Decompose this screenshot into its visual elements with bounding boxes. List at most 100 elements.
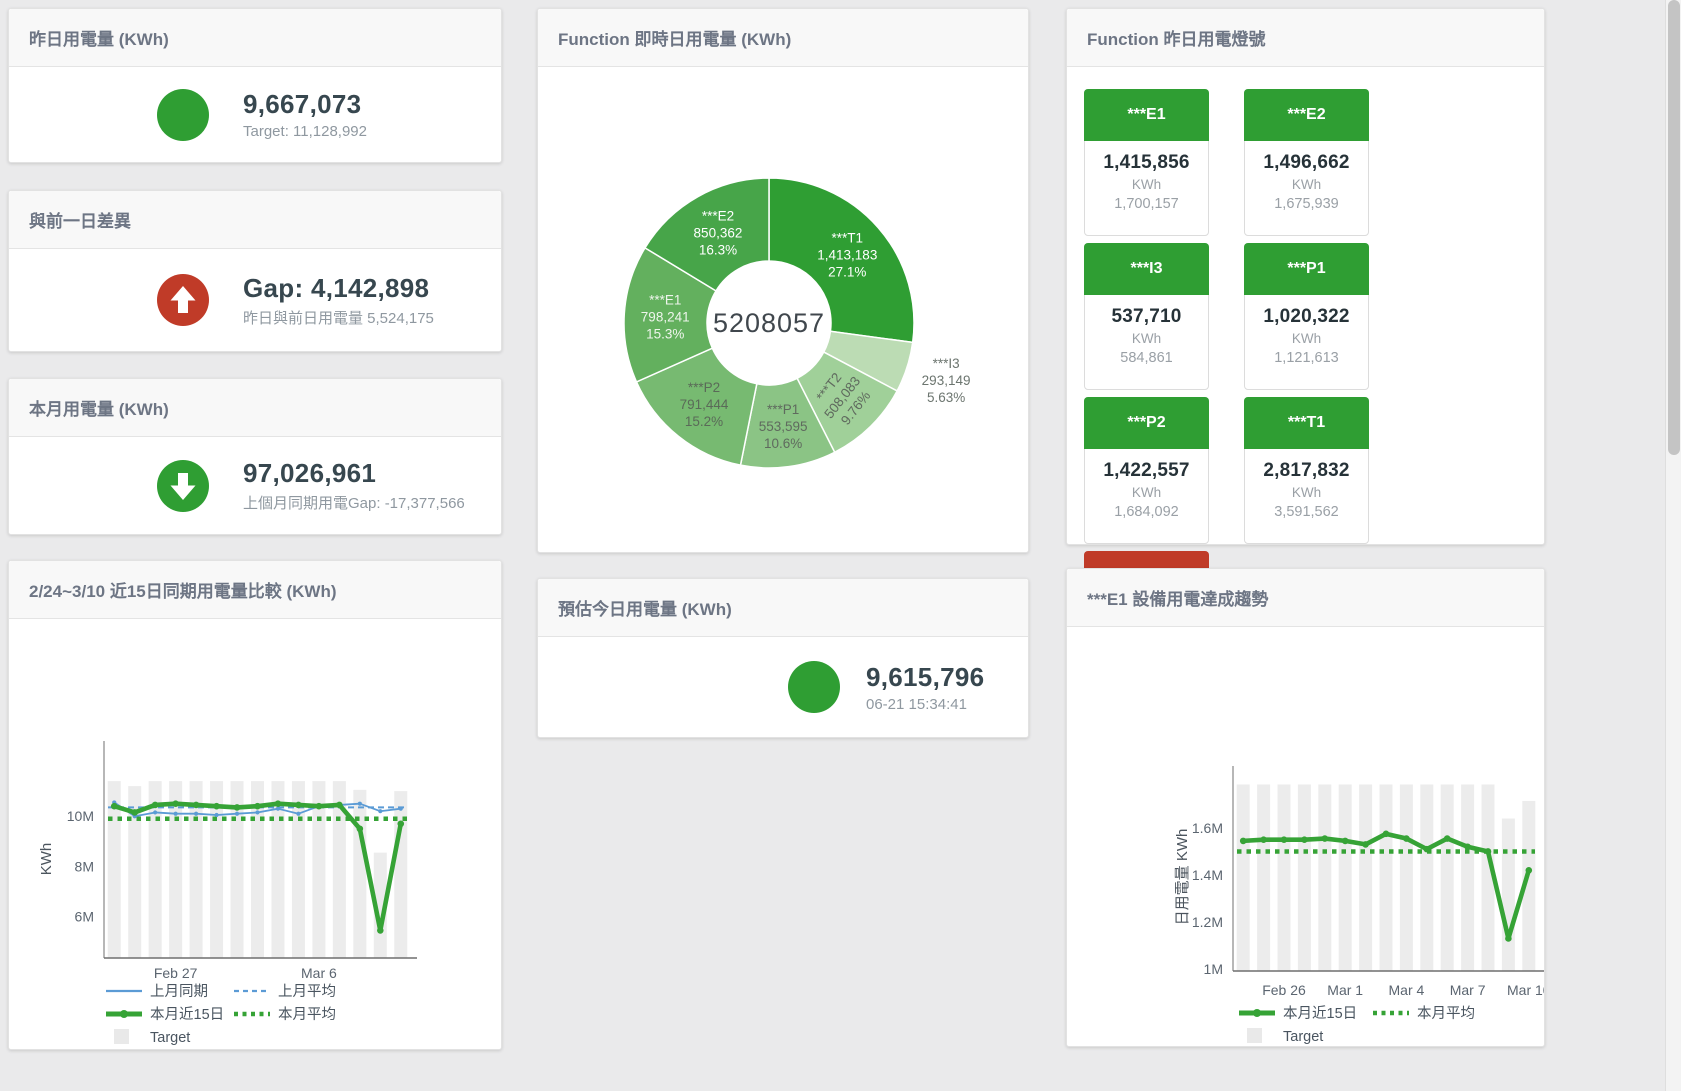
data-point[interactable] — [233, 804, 241, 811]
donut-segment-t1[interactable] — [768, 177, 915, 344]
data-point[interactable] — [110, 802, 118, 810]
donut-center-total: 5208057 — [713, 308, 825, 338]
data-point[interactable] — [234, 811, 240, 816]
donut-segment-e2[interactable] — [643, 177, 770, 292]
target-bar — [251, 781, 264, 958]
data-point[interactable] — [397, 820, 405, 828]
data-point[interactable] — [295, 801, 302, 809]
svg-text:上月同期: 上月同期 — [150, 983, 208, 1000]
donut-segment-label: ***P1 553,595 10.6% — [759, 402, 808, 451]
data-point[interactable] — [336, 801, 343, 809]
data-point[interactable] — [255, 810, 260, 815]
legend-item[interactable]: Target — [1247, 1028, 1323, 1045]
data-point[interactable] — [213, 802, 220, 810]
device-tile: ***T1 2,817,832 KWh 3,591,562 — [1244, 397, 1369, 544]
device-tile-target: 1,684,092 — [1114, 504, 1179, 520]
kpi-text: Gap: 4,142,898 昨日與前日用電量 5,524,175 — [243, 273, 434, 328]
device-tile-value: 1,020,322 — [1263, 306, 1350, 327]
status-circle-icon — [157, 88, 209, 141]
device-tile-value: 537,710 — [1111, 306, 1182, 327]
data-point[interactable] — [1239, 837, 1247, 845]
data-point[interactable] — [356, 825, 364, 833]
target-bar — [1420, 784, 1434, 971]
x-tick-label: Mar 6 — [301, 965, 337, 981]
target-bar — [271, 781, 285, 958]
svg-text:本月近15日: 本月近15日 — [150, 1006, 224, 1023]
data-point[interactable] — [357, 801, 362, 806]
e1-trend-chart[interactable]: 1M 1.2M 1.4M 1.6M Feb 26 Mar 1 Mar 4 Mar 7 Mar 1… — [1067, 627, 1551, 1046]
kpi-subtitle: Target: 11,128,992 — [243, 123, 367, 140]
data-point[interactable] — [153, 810, 158, 815]
data-point[interactable] — [377, 927, 384, 934]
data-point[interactable] — [1321, 835, 1329, 842]
arrow-down-icon — [157, 459, 209, 512]
x-tick-label: Mar 10 — [1507, 982, 1544, 998]
device-tile-header: ***T1 — [1244, 397, 1369, 449]
legend-item[interactable]: 本月平均 — [1373, 1005, 1475, 1022]
y-tick-label: 6M — [75, 909, 94, 925]
legend-item[interactable]: 本月近15日 — [1239, 1005, 1357, 1022]
realtime-donut-chart[interactable]: ***T1 1,413,183 27.1%***I3 293,149 5.63%***T… — [538, 67, 1028, 552]
card-title: 2/24~3/10 近15日同期用電量比較 (KWh) — [9, 561, 501, 619]
data-point[interactable] — [1484, 848, 1492, 855]
device-tile-unit: KWh — [1131, 485, 1162, 500]
target-bar — [291, 781, 305, 958]
data-point[interactable] — [275, 806, 281, 811]
target-bar — [1440, 784, 1454, 971]
target-bar — [1359, 784, 1373, 971]
y-axis-label: KWh — [38, 843, 55, 876]
kpi-subtitle: 上個月同期用電Gap: -17,377,566 — [243, 495, 465, 512]
data-point[interactable] — [1301, 836, 1308, 844]
data-point[interactable] — [1382, 830, 1390, 838]
data-point[interactable] — [378, 809, 383, 814]
kpi-value: 97,026,961 — [243, 458, 377, 488]
data-point[interactable] — [1403, 835, 1410, 842]
legend-item[interactable]: 上月平均 — [234, 983, 336, 1000]
target-bar — [1338, 784, 1352, 971]
card-yesterday-usage: 昨日用電量 (KWh) 9,667,073 Target: 11,128,992 — [8, 8, 502, 163]
data-point[interactable] — [274, 800, 282, 807]
data-point[interactable] — [1443, 835, 1451, 842]
data-point[interactable] — [192, 801, 200, 809]
page-scrollbar[interactable] — [1665, 0, 1681, 1091]
x-tick-label: Mar 4 — [1389, 982, 1425, 998]
device-tile: ***P2 1,422,557 KWh 1,684,092 — [1084, 397, 1209, 544]
card-title: 與前一日差異 — [9, 191, 501, 249]
scrollbar-thumb[interactable] — [1668, 0, 1680, 455]
data-point[interactable] — [1423, 845, 1431, 853]
device-tile-header: ***P1 — [1244, 243, 1369, 295]
device-tile-target: 584,861 — [1120, 350, 1173, 366]
data-point[interactable] — [172, 800, 179, 807]
target-bar — [1277, 784, 1291, 971]
y-axis-label: 日用電量 KWh — [1174, 829, 1191, 926]
kpi-text: 9,667,073 Target: 11,128,992 — [243, 89, 367, 140]
device-tile-unit: KWh — [1131, 177, 1162, 192]
x-tick-label: Mar 1 — [1327, 982, 1363, 998]
data-point[interactable] — [151, 801, 159, 809]
device-tile-value: 2,817,832 — [1263, 460, 1350, 481]
data-point[interactable] — [1260, 836, 1267, 844]
data-point[interactable] — [1525, 866, 1533, 874]
kpi-subtitle: 06-21 15:34:41 — [866, 695, 967, 713]
data-point[interactable] — [1505, 935, 1512, 942]
data-point[interactable] — [315, 802, 323, 810]
legend-item[interactable]: 本月近15日 — [106, 1006, 224, 1023]
data-point[interactable] — [214, 812, 219, 818]
data-point[interactable] — [398, 806, 403, 811]
data-point[interactable] — [131, 809, 138, 816]
data-point[interactable] — [194, 811, 199, 816]
data-point[interactable] — [1280, 836, 1288, 844]
data-point[interactable] — [173, 811, 178, 816]
data-point[interactable] — [1464, 843, 1471, 851]
legend-item[interactable]: Target — [114, 1029, 190, 1046]
device-tile: ***P1 1,020,322 KWh 1,121,613 — [1244, 243, 1369, 390]
data-point[interactable] — [1362, 841, 1369, 848]
data-point[interactable] — [296, 811, 301, 816]
data-point[interactable] — [254, 802, 261, 810]
data-point[interactable] — [1341, 837, 1349, 845]
legend-item[interactable]: 上月同期 — [106, 983, 208, 1000]
svg-text:上月平均: 上月平均 — [278, 983, 336, 1000]
svg-text:Target: Target — [1283, 1029, 1323, 1045]
legend-item[interactable]: 本月平均 — [234, 1006, 336, 1023]
